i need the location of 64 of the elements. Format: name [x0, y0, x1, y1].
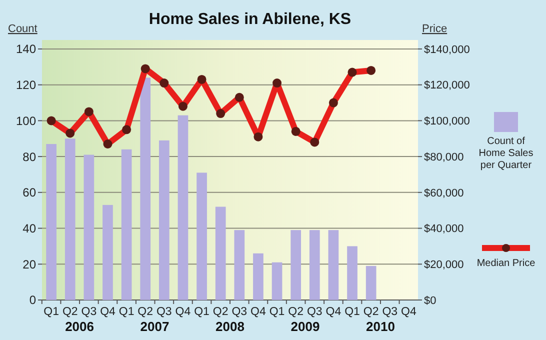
x-tick-label: Q1 [269, 306, 285, 318]
x-tick-label: Q4 [100, 306, 116, 318]
y-axis-title: Count [8, 23, 38, 35]
bar [272, 262, 282, 300]
bar [121, 149, 132, 300]
x-tick-label: Q1 [44, 306, 59, 318]
bar [46, 144, 56, 300]
bar [140, 78, 151, 300]
text: 2009 [290, 319, 320, 334]
y-tick-label: 80 [22, 150, 36, 164]
bar [64, 138, 76, 300]
bar [366, 266, 376, 300]
x-tick-label: Q1 [344, 306, 360, 318]
bar [328, 230, 339, 300]
y2-tick-label: $140,000 [424, 44, 470, 56]
y-tick-label: 140 [16, 42, 36, 56]
y2-tick-label: $60,000 [424, 187, 464, 200]
x-tick-label: Q2 [288, 306, 304, 318]
x-tick-label: Q3 [81, 306, 97, 318]
y-tick-label: 120 [16, 78, 36, 92]
x-tick-label: Q4 [401, 306, 417, 318]
bar [215, 206, 226, 300]
legend-label: Count of Home Sales per Quarter [478, 136, 534, 171]
y2-tick-label: $100,000 [424, 116, 470, 128]
x-tick-label: Q2 [138, 306, 154, 318]
x-tick-label: Q2 [363, 306, 379, 318]
x-tick-label: Q2 [62, 306, 78, 318]
y2-tick-label: $120,000 [424, 80, 470, 92]
x-tick-label: Q3 [156, 306, 172, 318]
bar [158, 140, 170, 300]
bar [178, 115, 188, 300]
text: 2008 [216, 319, 244, 334]
y-tick-label: 100 [16, 114, 36, 128]
x-tick-label: Q3 [382, 306, 398, 318]
y-tick-label: 60 [22, 186, 36, 200]
x-tick-label: Q1 [194, 306, 210, 318]
bar [253, 253, 264, 300]
x-tick-label: Q3 [232, 306, 248, 318]
y2-axis-title: Price [422, 23, 448, 35]
y2-tick-label: $80,000 [424, 151, 464, 164]
bar [196, 172, 207, 300]
y-tick-label: 0 [29, 293, 36, 308]
text: 2010 [366, 319, 395, 334]
text: 2006 [65, 319, 94, 334]
y2-tick-label: $40,000 [424, 223, 464, 236]
y2-tick-label: $0 [424, 294, 436, 307]
x-tick-label: Q3 [306, 306, 322, 318]
bar [347, 246, 358, 300]
x-tick-label: Q4 [250, 306, 266, 318]
bar [290, 230, 302, 300]
bar [309, 230, 320, 300]
x-tick-label: Q1 [118, 306, 134, 318]
x-tick-label: Q4 [326, 306, 342, 318]
chart-title: Home Sales in Abilene, KS [148, 11, 352, 28]
y2-tick-label: $20,000 [424, 258, 464, 271]
legend-label: Median Price [476, 258, 536, 269]
text: 2007 [140, 319, 170, 334]
bar [234, 230, 245, 300]
y-tick-label: 20 [22, 257, 36, 272]
bar [84, 154, 94, 300]
x-tick-label: Q4 [175, 306, 192, 318]
y-tick-label: 40 [22, 221, 36, 236]
bar [102, 204, 113, 300]
x-tick-label: Q2 [212, 306, 228, 318]
